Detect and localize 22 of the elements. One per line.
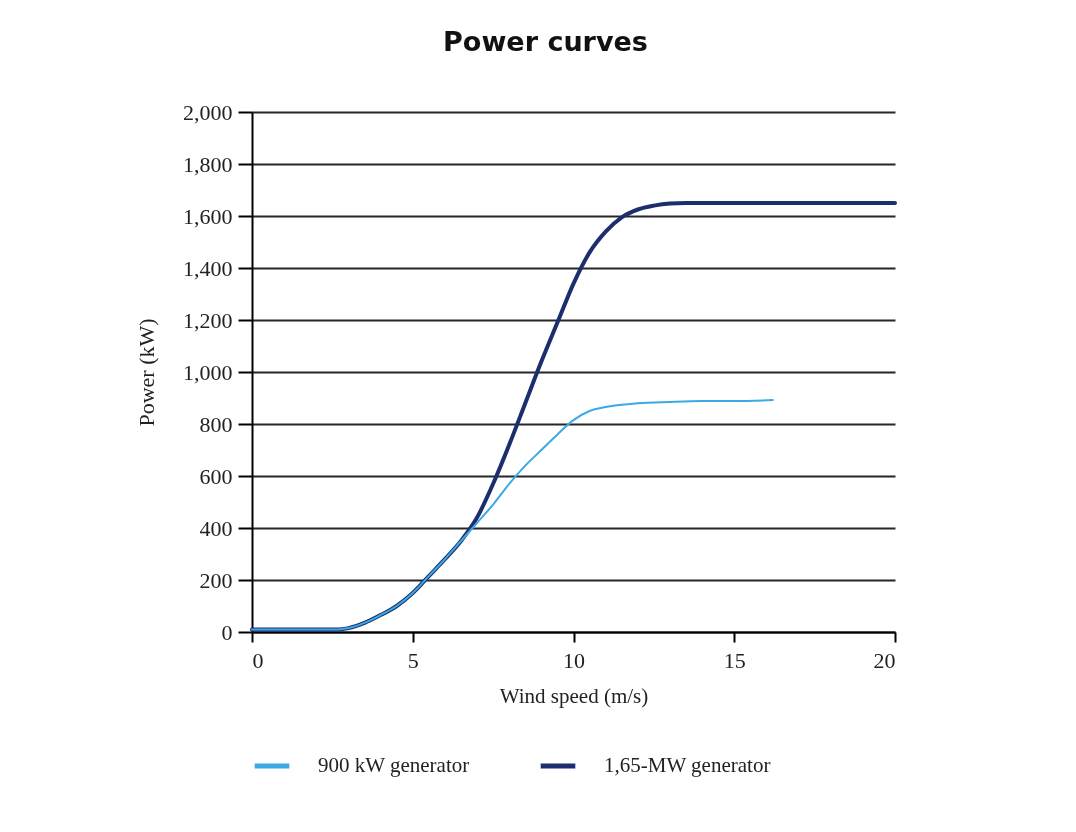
x-tick-label: 5 — [407, 647, 419, 673]
y-tick-label: 1,600 — [183, 203, 233, 229]
y-tick-label: 2,000 — [183, 99, 233, 125]
x-tick-label: 20 — [873, 647, 896, 673]
x-tick-label: 10 — [563, 647, 585, 673]
line-series — [251, 399, 774, 631]
y-tick-label: 800 — [199, 411, 233, 437]
y-tick-label: 1,200 — [183, 307, 233, 333]
y-tick-label: 600 — [199, 463, 233, 489]
y-axis-title: Power (kW) — [134, 318, 159, 427]
y-tick-label: 400 — [199, 515, 233, 541]
legend-label: 1,65-MW generator — [604, 753, 771, 777]
x-tick-label: 0 — [252, 647, 264, 673]
chart-title: Power curves — [443, 26, 648, 57]
x-axis-title: Wind speed (m/s) — [499, 683, 649, 708]
y-tick-label: 1,800 — [183, 151, 233, 177]
y-tick-label: 0 — [221, 619, 233, 645]
y-tick-label: 1,400 — [183, 255, 233, 281]
y-tick-label: 1,000 — [183, 359, 233, 385]
y-tick-label: 200 — [199, 567, 233, 593]
legend-label: 900 kW generator — [318, 753, 470, 777]
x-tick-label: 15 — [723, 647, 746, 673]
